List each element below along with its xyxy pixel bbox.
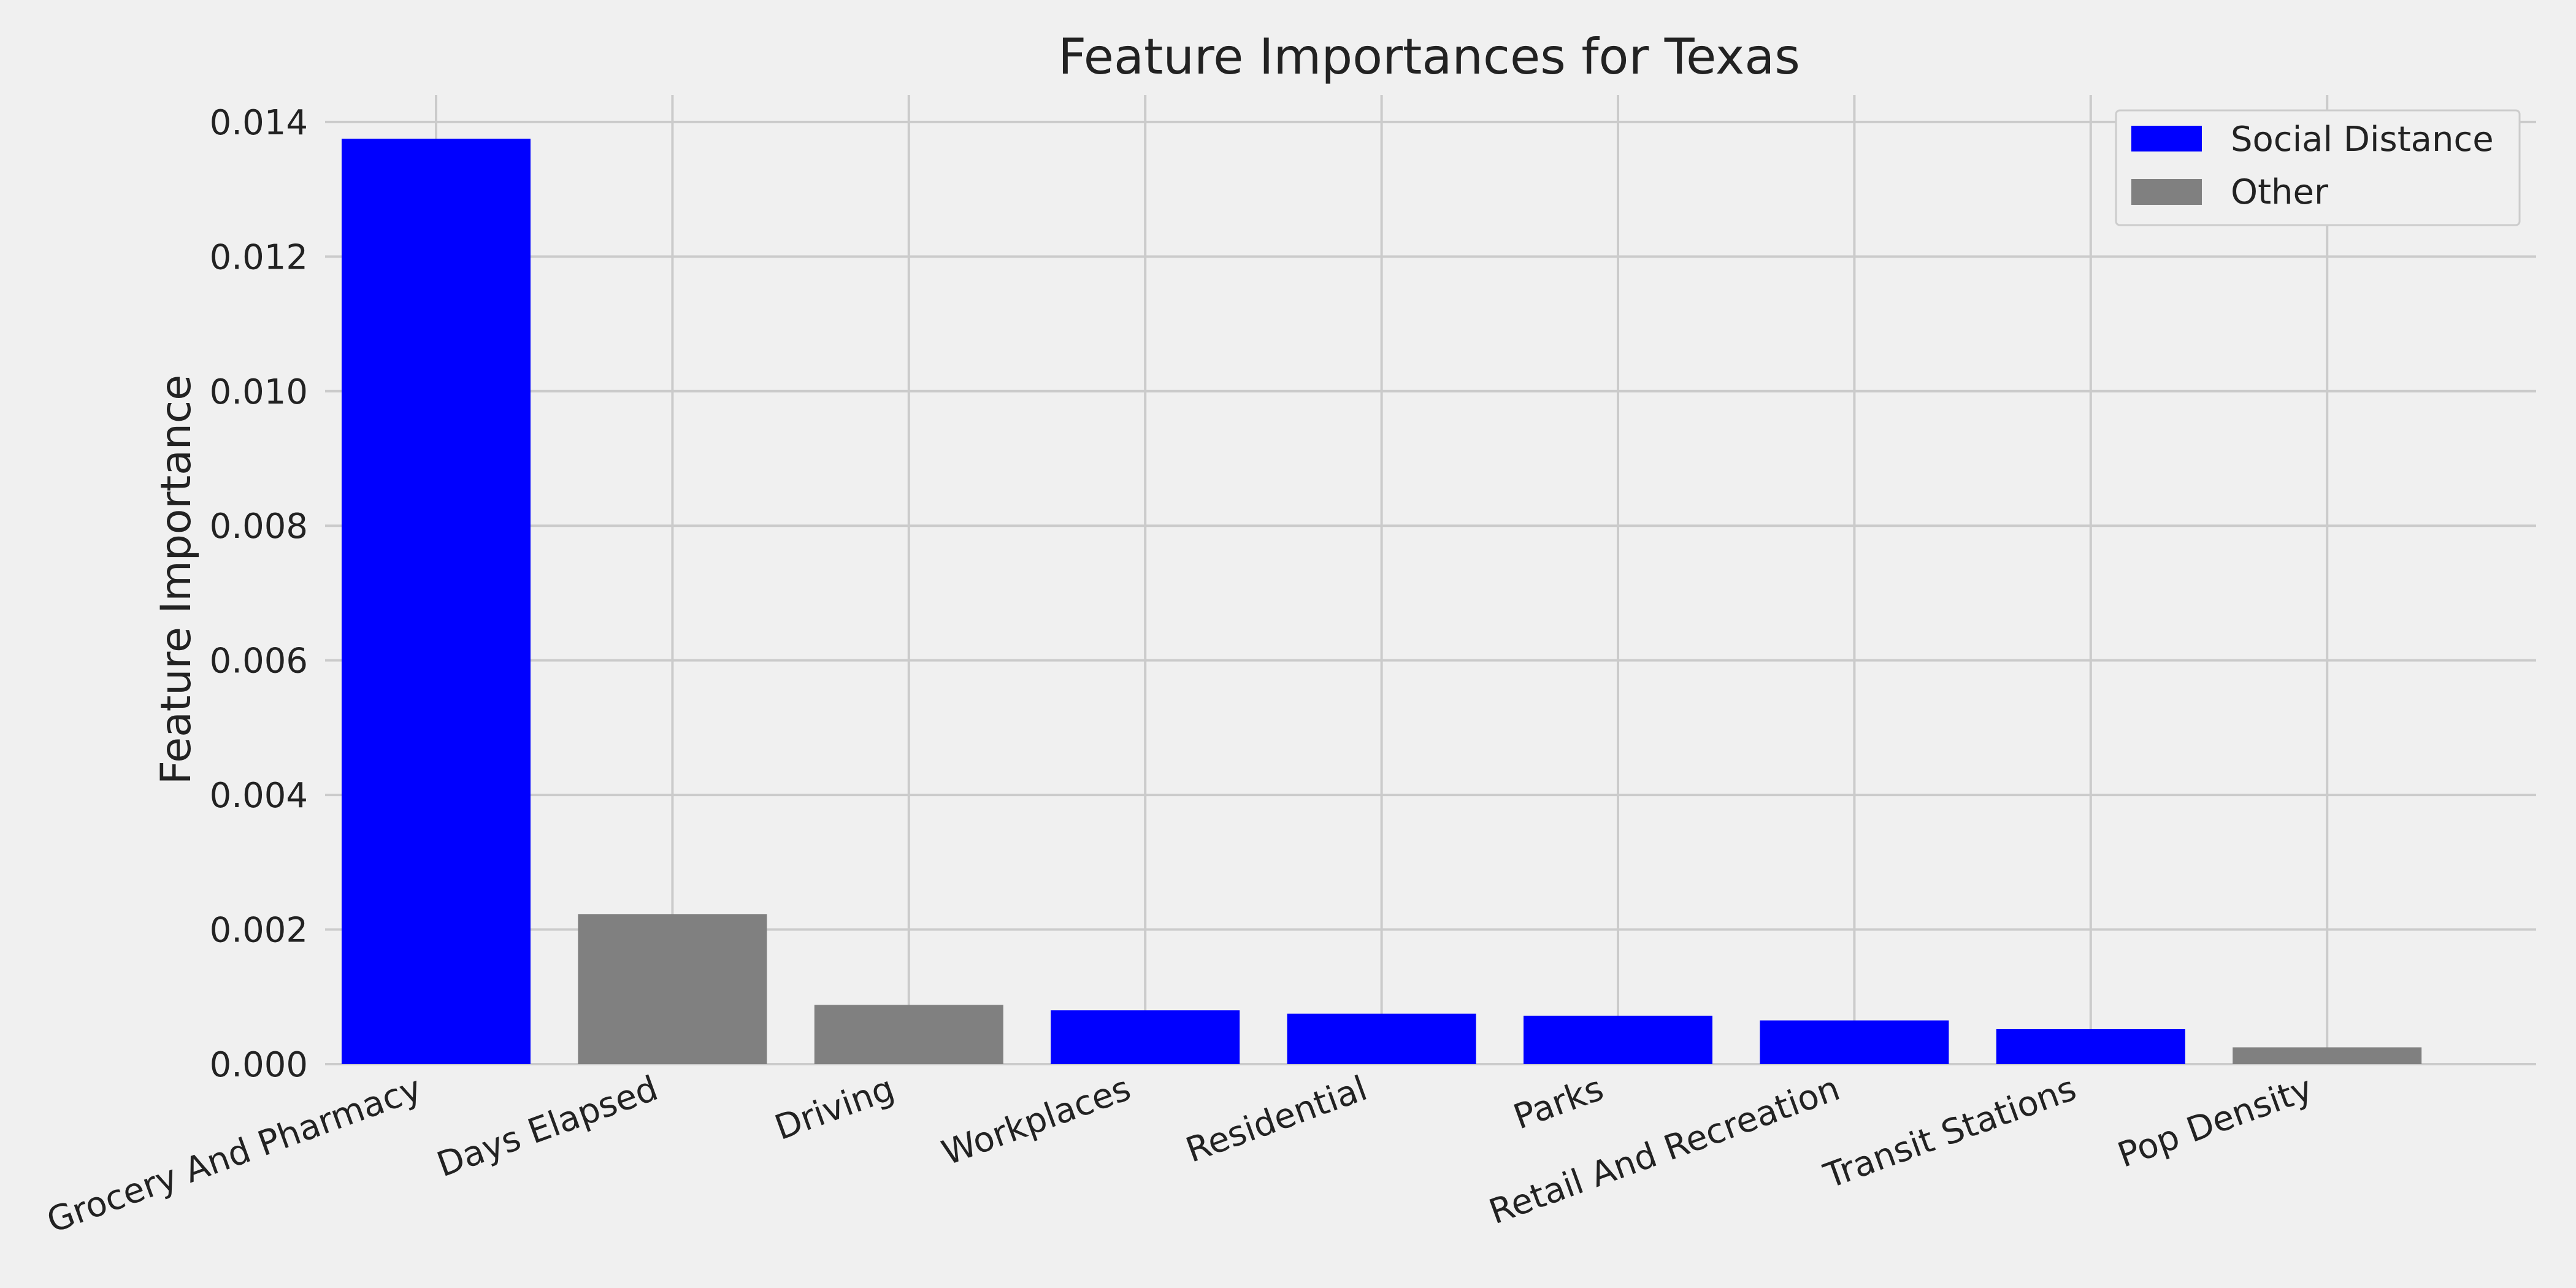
x-tick-labels: Grocery And Pharmacy Days Elapsed Driving W… — [42, 1068, 2318, 1241]
bar — [814, 1005, 1003, 1064]
legend-label-social-distance: Social Distance — [2231, 120, 2494, 159]
grid-lines — [325, 95, 2536, 1065]
bar — [1524, 1016, 1712, 1064]
y-tick-label: 0.006 — [210, 642, 308, 681]
y-tick-label: 0.014 — [210, 103, 308, 143]
x-tick-label: Grocery And Pharmacy — [42, 1068, 427, 1241]
y-tick-label: 0.012 — [210, 237, 308, 277]
bar — [1760, 1020, 1949, 1064]
y-tick-label: 0.004 — [210, 776, 308, 816]
y-tick-label: 0.002 — [210, 911, 308, 951]
bar — [578, 914, 767, 1064]
bar — [2233, 1047, 2422, 1064]
x-tick-label: Days Elapsed — [432, 1068, 663, 1185]
y-tick-label: 0.010 — [210, 372, 308, 412]
legend-swatch-other — [2131, 179, 2202, 205]
y-tick-label: 0.008 — [210, 507, 308, 546]
y-tick-labels: 0.000 0.002 0.004 0.006 0.008 0.010 0.012 0.014 — [210, 103, 308, 1085]
bar — [1996, 1029, 2185, 1064]
bar — [342, 139, 531, 1064]
legend-swatch-social-distance — [2131, 126, 2202, 151]
x-tick-label: Pop Density — [2113, 1068, 2318, 1176]
x-tick-label: Parks — [1508, 1068, 1608, 1137]
y-tick-label: 0.000 — [210, 1045, 308, 1085]
bar — [1287, 1013, 1476, 1064]
legend-label-other: Other — [2231, 172, 2329, 212]
x-tick-label: Workplaces — [937, 1068, 1135, 1173]
legend-box — [2115, 109, 2521, 226]
legend: Social Distance Other — [2115, 109, 2521, 226]
y-axis-label: Feature Importance — [152, 375, 201, 784]
x-tick-label: Transit Stations — [1819, 1068, 2082, 1197]
bar — [1051, 1010, 1240, 1064]
chart-title: Feature Importances for Texas — [1058, 28, 1800, 85]
bars — [342, 139, 2422, 1064]
x-tick-label: Driving — [770, 1068, 900, 1148]
x-tick-label: Residential — [1181, 1068, 1372, 1171]
